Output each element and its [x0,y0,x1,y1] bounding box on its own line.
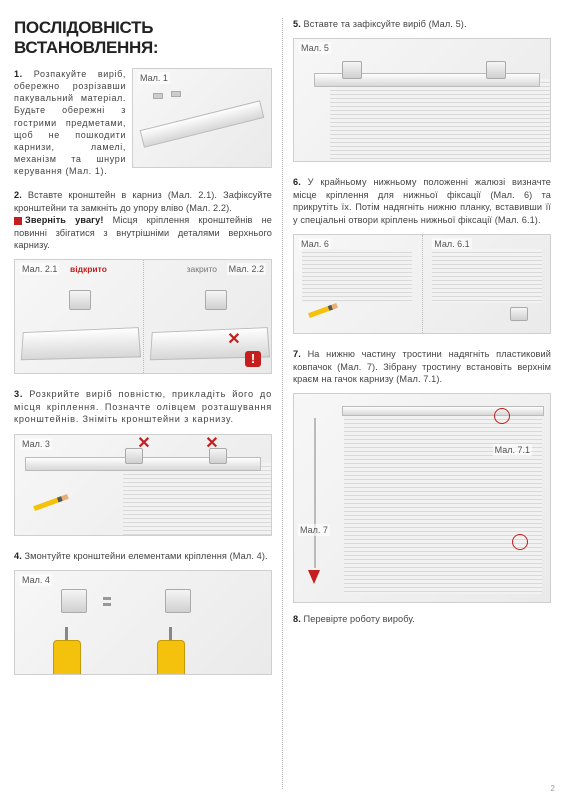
left-column: ПОСЛІДОВНІСТЬ ВСТАНОВЛЕННЯ: 1. Розпакуйт… [14,18,282,789]
x-mark-icon: ✕ [205,437,219,451]
figure-22-label: Мал. 2.2 [227,263,266,275]
bracket-icon [205,290,227,310]
blinds-graphic [432,249,542,303]
step-4-text: 4. Змонтуйте кронштейни елементами кріпл… [14,550,272,562]
warning-badge-icon: ! [245,351,261,367]
figure-1: Мал. 1 [132,68,272,168]
figure-5-label: Мал. 5 [299,42,331,54]
blinds-graphic [344,408,542,594]
rail-graphic [140,100,265,148]
right-column: 5. Вставте та зафіксуйте виріб (Мал. 5).… [283,18,551,789]
step-8-text: 8. Перевірте роботу виробу. [293,613,551,625]
figure-6: Мал. 6 Мал. 6.1 [293,234,551,334]
page-title: ПОСЛІДОВНІСТЬ ВСТАНОВЛЕННЯ: [14,18,272,58]
figure-divider [422,235,423,333]
figure-5: Мал. 5 [293,38,551,162]
bracket-icon [165,589,191,613]
figure-4-label: Мал. 4 [20,574,52,586]
part-icon [153,93,163,99]
step-2-text: 2. Вставте кронштейн в карниз (Мал. 2.1)… [14,189,272,251]
step-1: 1. Розпакуйте виріб, обережно розрізавши… [14,68,272,177]
figure-4: Мал. 4 [14,570,272,675]
bracket-icon [69,290,91,310]
figure-2: Мал. 2.1 Мал. 2.2 відкрито закрито ✕ ! [14,259,272,374]
warning-square-icon [14,217,22,225]
blinds-graphic [123,463,271,535]
bracket-icon [486,61,506,79]
rail-left [21,327,141,360]
pencil-icon [308,303,338,318]
step-3-text: 3. Розкрийте виріб повністю, прикладіть … [14,388,272,425]
screw-icon [103,597,111,600]
figure-7: Мал. 7 Мал. 7.1 [293,393,551,603]
bracket-icon [61,589,87,613]
figure-71-label: Мал. 7.1 [493,444,532,456]
figure-21-label: Мал. 2.1 [20,263,59,275]
figure-3: Мал. 3 ✕ ✕ [14,434,272,536]
blinds-graphic [302,249,412,303]
step-7-text: 7. На нижню частину тростини надягніть п… [293,348,551,385]
x-mark-icon: ✕ [137,437,151,451]
figure-1-label: Мал. 1 [138,72,170,84]
drill-icon [149,635,204,675]
step-5-text: 5. Вставте та зафіксуйте виріб (Мал. 5). [293,18,551,30]
bracket-icon [342,61,362,79]
screw-icon [103,603,111,606]
closed-label: закрито [187,264,217,274]
page: ПОСЛІДОВНІСТЬ ВСТАНОВЛЕННЯ: 1. Розпакуйт… [0,0,565,799]
blinds-graphic [330,79,550,161]
open-label: відкрито [70,264,107,274]
figure-3-label: Мал. 3 [20,438,52,450]
figure-7-label: Мал. 7 [298,524,330,536]
step-6-text: 6. У крайньому нижньому положенні жалюзі… [293,176,551,226]
arrow-down-icon [308,570,320,584]
wand-icon [314,418,316,568]
step-1-text: 1. Розпакуйте виріб, обережно розрізавши… [14,68,126,177]
pencil-icon [33,494,69,511]
part-icon [171,91,181,97]
x-mark-icon: ✕ [227,333,241,347]
figure-divider [143,260,144,373]
drill-icon [45,635,100,675]
bracket-icon [510,307,528,321]
page-number: 2 [551,784,555,793]
rail-graphic [342,406,544,416]
